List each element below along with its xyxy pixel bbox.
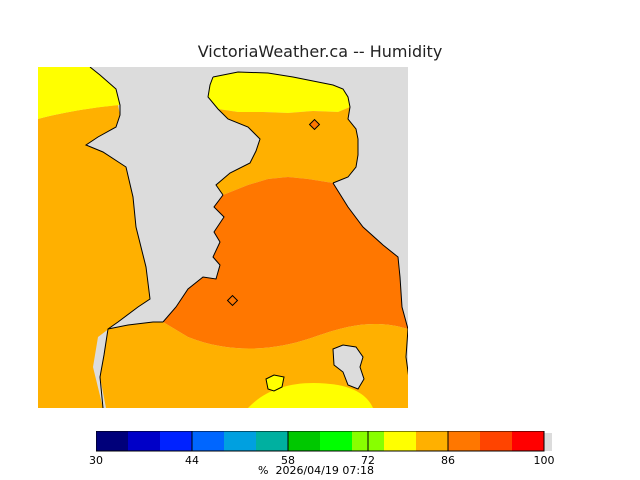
legend-swatch	[448, 431, 480, 451]
west-land-yellow	[38, 67, 120, 119]
west-land-orange	[38, 105, 150, 408]
humidity-map	[38, 67, 408, 408]
legend-swatch	[224, 431, 256, 451]
legend-swatch	[384, 431, 416, 451]
coast-inlet	[207, 76, 261, 196]
legend-swatch	[416, 431, 448, 451]
legend-tick-label: 30	[89, 454, 103, 467]
legend-ticks	[96, 431, 545, 451]
legend-tick-label: 44	[185, 454, 199, 467]
station-marker-north	[308, 118, 321, 131]
legend-swatch	[160, 431, 192, 451]
coast-south-west	[107, 321, 163, 330]
legend-shadow	[544, 433, 552, 451]
legend-swatch	[288, 431, 320, 451]
coast-south-inlet	[162, 194, 225, 323]
south-land-yellow	[248, 383, 373, 408]
legend-swatches	[96, 431, 552, 452]
coastlines	[84, 67, 408, 408]
legend-swatch	[256, 431, 288, 451]
legend-unit: %	[258, 464, 269, 477]
humidity-legend	[96, 431, 552, 452]
island-east	[332, 344, 365, 390]
legend-swatch	[512, 431, 544, 451]
legend-swatch	[128, 431, 160, 451]
legend-caption: % 2026/04/19 07:18	[258, 464, 374, 477]
central-land-dark-orange	[163, 177, 408, 349]
legend-timestamp: 2026/04/19 07:18	[275, 464, 375, 477]
north-land-orange	[216, 107, 358, 195]
legend-tick-label: 100	[533, 454, 555, 467]
legend-tick-label: 58	[281, 454, 295, 467]
legend-swatch	[192, 431, 224, 451]
legend-tick-label: 86	[441, 454, 455, 467]
legend-swatch	[480, 431, 512, 451]
north-land-yellow	[208, 72, 350, 113]
coast-north	[212, 71, 359, 184]
coast-west	[84, 67, 151, 408]
legend-swatch	[96, 431, 128, 451]
coast-east	[332, 182, 408, 376]
legend-swatch	[320, 431, 352, 451]
station-marker-victoria	[226, 294, 239, 307]
island-small	[265, 374, 285, 392]
legend-tick-label: 72	[361, 454, 375, 467]
map-title: VictoriaWeather.ca -- Humidity	[197, 42, 443, 61]
